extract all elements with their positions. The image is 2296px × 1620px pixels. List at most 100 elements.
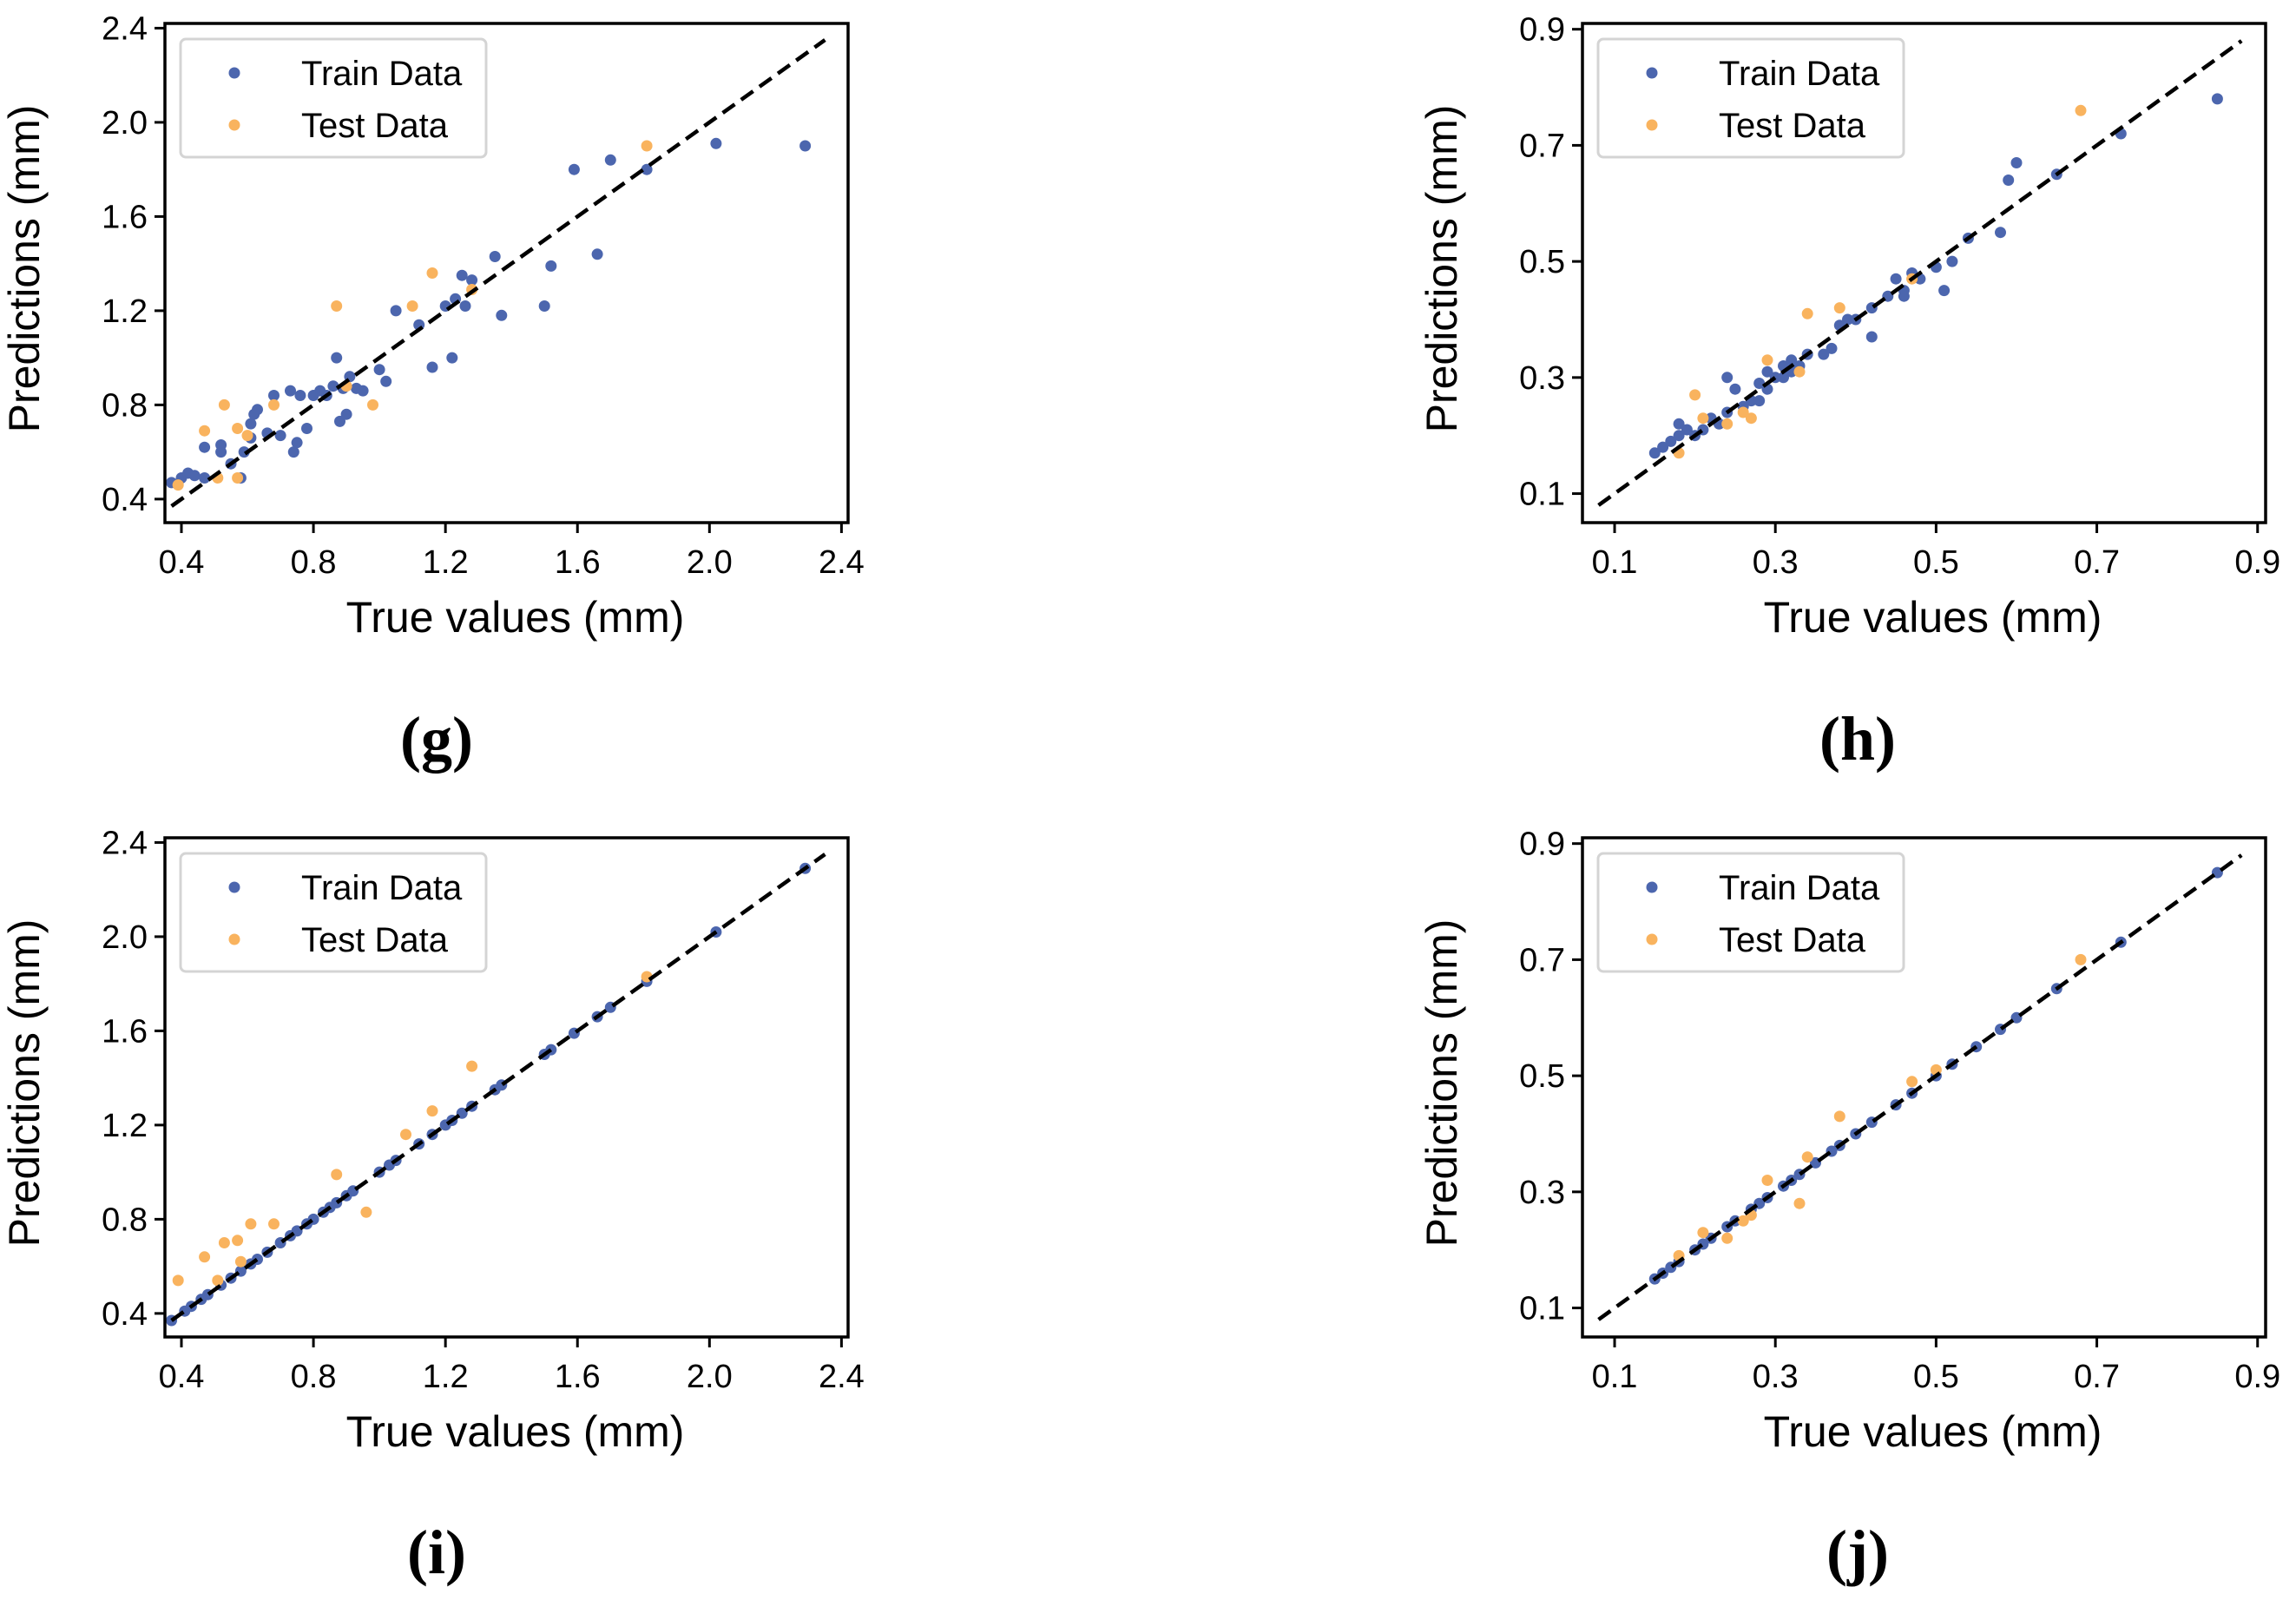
data-point — [466, 1060, 478, 1072]
data-point — [641, 163, 653, 175]
y-tick-label: 0.4 — [102, 482, 148, 518]
y-tick-label: 2.4 — [102, 10, 148, 47]
data-point — [641, 140, 653, 152]
x-tick-label: 2.4 — [819, 544, 865, 581]
data-point — [1865, 331, 1878, 343]
data-point — [1826, 342, 1838, 354]
data-point — [1697, 412, 1709, 425]
y-axis-label: Predictions (mm) — [0, 919, 49, 1248]
data-point — [1737, 406, 1749, 418]
x-tick-label: 0.8 — [291, 1359, 337, 1395]
legend-marker — [1646, 933, 1658, 945]
x-tick-label: 1.2 — [423, 544, 469, 581]
data-point — [232, 472, 244, 484]
y-axis-label: Predictions (mm) — [1418, 919, 1466, 1248]
x-tick-label: 0.1 — [1592, 544, 1638, 581]
y-tick-label: 0.7 — [1519, 128, 1565, 164]
x-axis-label: True values (mm) — [346, 1407, 685, 1456]
data-point — [1906, 1076, 1918, 1088]
data-point — [1673, 418, 1685, 430]
y-tick-label: 2.0 — [102, 105, 148, 142]
data-point — [799, 140, 812, 152]
legend-label: Test Data — [301, 921, 449, 959]
data-point — [268, 1218, 280, 1230]
data-point — [373, 364, 385, 376]
legend: Train Data Test Data — [179, 852, 488, 973]
y-tick-label: 1.6 — [102, 1013, 148, 1050]
reference-line — [170, 38, 826, 508]
legend: Train Data Test Data — [1596, 37, 1905, 159]
data-point — [426, 267, 438, 279]
data-point — [334, 415, 345, 427]
data-point — [294, 390, 306, 401]
y-tick-label: 0.4 — [102, 1296, 148, 1333]
data-point — [232, 1235, 244, 1247]
data-point — [2003, 175, 2015, 186]
data-point — [1721, 372, 1734, 384]
data-point — [301, 423, 312, 434]
x-tick-label: 0.3 — [1753, 544, 1799, 581]
data-point — [1818, 348, 1830, 360]
data-point — [1842, 313, 1853, 326]
y-tick-label: 0.9 — [1519, 826, 1565, 863]
data-point — [1890, 273, 1902, 285]
data-point — [568, 163, 580, 175]
data-point — [268, 398, 280, 411]
legend-box — [1596, 852, 1905, 973]
data-point — [245, 418, 257, 430]
data-point — [1898, 290, 1910, 302]
data-point — [1657, 441, 1669, 453]
y-tick-label: 2.4 — [102, 825, 148, 861]
data-point — [1801, 307, 1813, 319]
y-tick-label: 2.0 — [102, 919, 148, 956]
data-point — [1786, 354, 1798, 366]
y-tick-label: 0.3 — [1519, 360, 1565, 397]
legend-marker — [1646, 67, 1658, 79]
data-point — [466, 274, 478, 286]
legend-label: Train Data — [1719, 869, 1880, 907]
data-point — [400, 1129, 411, 1141]
data-point — [1673, 430, 1685, 442]
data-point — [1689, 389, 1701, 401]
data-point — [331, 1169, 343, 1181]
data-point — [1778, 372, 1789, 384]
data-point — [245, 1218, 257, 1230]
data-point — [1665, 435, 1677, 447]
legend-marker — [228, 933, 240, 945]
panel-caption: (h) — [1819, 704, 1896, 774]
legend-marker — [228, 119, 240, 131]
x-tick-label: 0.5 — [1913, 1359, 1959, 1395]
x-axis-label: True values (mm) — [1764, 1407, 2102, 1456]
panel-caption: (j) — [1826, 1518, 1889, 1587]
legend-label: Train Data — [301, 55, 463, 93]
legend-marker — [228, 881, 240, 893]
x-axis-label: True values (mm) — [1764, 593, 2102, 642]
data-point — [390, 305, 402, 317]
legend: Train Data Test Data — [179, 37, 488, 159]
data-point — [604, 154, 616, 166]
x-tick-label: 0.3 — [1753, 1359, 1799, 1395]
y-tick-label: 0.5 — [1519, 1058, 1565, 1095]
y-axis-label: Predictions (mm) — [0, 105, 49, 433]
data-point — [327, 380, 339, 392]
legend-label: Test Data — [1719, 107, 1866, 145]
y-tick-label: 0.1 — [1519, 477, 1565, 513]
data-point — [199, 472, 211, 484]
data-point — [1793, 1197, 1806, 1209]
x-tick-label: 1.2 — [423, 1359, 469, 1395]
series-test — [172, 971, 653, 1287]
legend-label: Train Data — [301, 869, 463, 907]
data-point — [2075, 953, 2087, 965]
series-test — [172, 140, 653, 491]
legend: Train Data Test Data — [1596, 852, 1905, 973]
data-point — [268, 390, 280, 401]
x-tick-label: 0.4 — [159, 1359, 205, 1395]
data-point — [1938, 285, 1951, 297]
data-point — [287, 446, 299, 458]
data-point — [426, 361, 438, 373]
data-point — [360, 1206, 372, 1218]
x-tick-label: 2.4 — [819, 1359, 865, 1395]
x-tick-label: 2.0 — [687, 1359, 733, 1395]
data-point — [218, 398, 230, 411]
data-point — [1729, 383, 1741, 395]
